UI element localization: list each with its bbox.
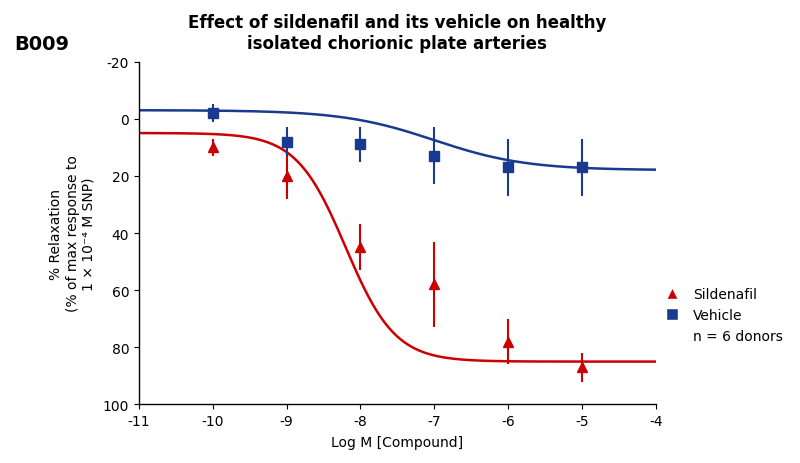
X-axis label: Log M [Compound]: Log M [Compound]	[331, 435, 463, 449]
Y-axis label: % Relaxation
(% of max response to
1 × 10⁻⁴ M SNP): % Relaxation (% of max response to 1 × 1…	[50, 155, 96, 312]
Title: Effect of sildenafil and its vehicle on healthy
isolated chorionic plate arterie: Effect of sildenafil and its vehicle on …	[188, 14, 606, 53]
Text: B009: B009	[14, 35, 69, 54]
Legend: Sildenafil, Vehicle, n = 6 donors: Sildenafil, Vehicle, n = 6 donors	[653, 282, 788, 348]
